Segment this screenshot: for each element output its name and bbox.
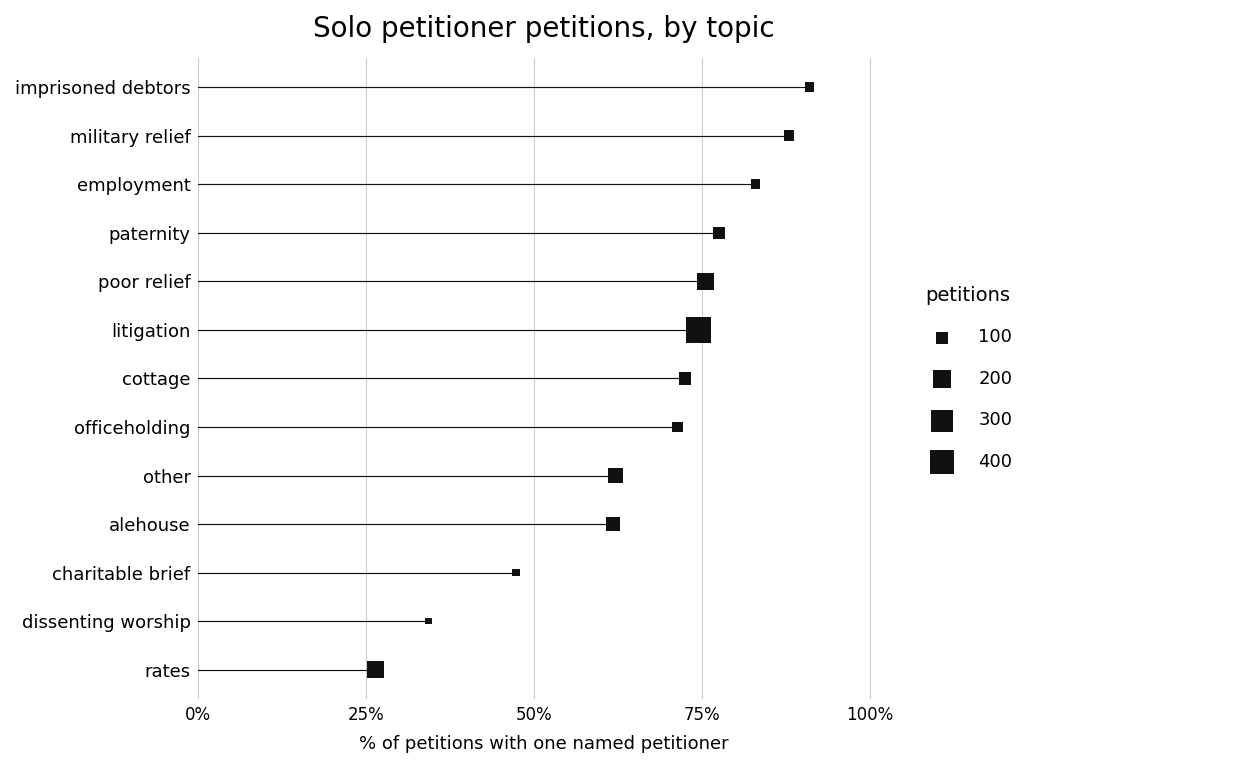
Point [689, 323, 709, 336]
Point [603, 518, 623, 530]
Legend: 100, 200, 300, 400: 100, 200, 300, 400 [924, 286, 1012, 471]
Point [675, 372, 695, 385]
Point [418, 615, 438, 627]
X-axis label: % of petitions with one named petitioner: % of petitions with one named petitioner [359, 735, 729, 753]
Point [709, 227, 729, 239]
Point [799, 81, 819, 93]
Point [605, 469, 625, 482]
Point [366, 664, 386, 676]
Title: Solo petitioner petitions, by topic: Solo petitioner petitions, by topic [313, 15, 775, 43]
Point [695, 275, 715, 287]
Point [745, 178, 765, 190]
Point [505, 567, 525, 579]
Point [779, 129, 799, 141]
Point [668, 421, 688, 433]
